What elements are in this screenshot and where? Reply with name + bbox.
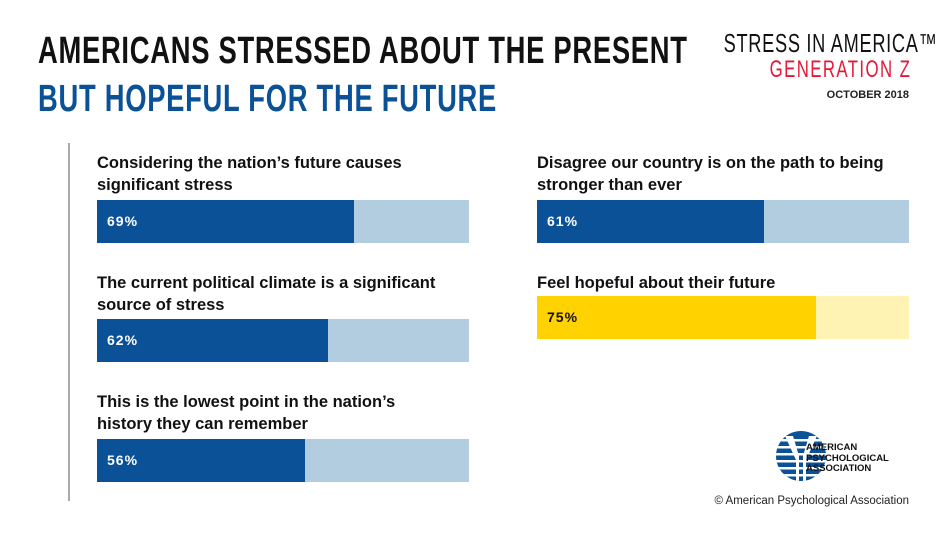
bar-track: 62% <box>97 319 469 362</box>
report-date: OCTOBER 2018 <box>826 89 909 101</box>
apa-logo-icon <box>776 431 826 481</box>
divider <box>68 143 70 501</box>
bar-label-line: Disagree our country is on the path to b… <box>537 154 884 172</box>
bar-track: 56% <box>97 439 469 482</box>
org-name: AMERICAN PSYCHOLOGICAL ASSOCIATION <box>806 442 889 475</box>
bar-label: This is the lowest point in the nation’s… <box>97 391 477 435</box>
bar-label-line: The current political climate is a signi… <box>97 274 436 292</box>
bar-label-line: Feel hopeful about their future <box>537 274 776 292</box>
org-line: AMERICAN <box>806 442 858 453</box>
brand-subtitle: GENERATION Z <box>769 56 911 83</box>
bar-label-line: history they can remember <box>97 415 308 433</box>
bar-label: Disagree our country is on the path to b… <box>537 152 917 196</box>
bar-track: 69% <box>97 200 469 243</box>
bar-label-line: source of stress <box>97 296 225 314</box>
title-line-2: BUT HOPEFUL FOR THE FUTURE <box>38 78 498 120</box>
bar <box>537 296 816 339</box>
title-line-1: AMERICANS STRESSED ABOUT THE PRESENT <box>38 30 688 72</box>
org-line: ASSOCIATION <box>806 463 872 474</box>
brand-name: STRESS IN AMERICA™ <box>723 28 937 58</box>
bar <box>97 439 306 482</box>
bar-value-label: 69% <box>107 213 139 229</box>
bar-label-line: significant stress <box>97 176 233 194</box>
bar <box>97 200 354 243</box>
copyright: © American Psychological Association <box>714 495 909 507</box>
org-line: PSYCHOLOGICAL <box>806 452 889 464</box>
bar-label: Feel hopeful about their future <box>537 272 917 294</box>
bar <box>97 319 328 362</box>
bar <box>537 200 764 243</box>
bar-value-label: 56% <box>107 452 139 468</box>
bar-label-line: stronger than ever <box>537 176 682 194</box>
bar-value-label: 62% <box>107 332 139 348</box>
bar-value-label: 75% <box>547 309 579 325</box>
bar-value-label: 61% <box>547 213 579 229</box>
bar-label: The current political climate is a signi… <box>97 272 477 316</box>
bar-label-line: This is the lowest point in the nation’s <box>97 393 396 411</box>
bar-track: 75% <box>537 296 909 339</box>
bar-label-line: Considering the nation’s future causes <box>97 154 402 172</box>
bar-track: 61% <box>537 200 909 243</box>
bar-label: Considering the nation’s future causes si… <box>97 152 477 196</box>
